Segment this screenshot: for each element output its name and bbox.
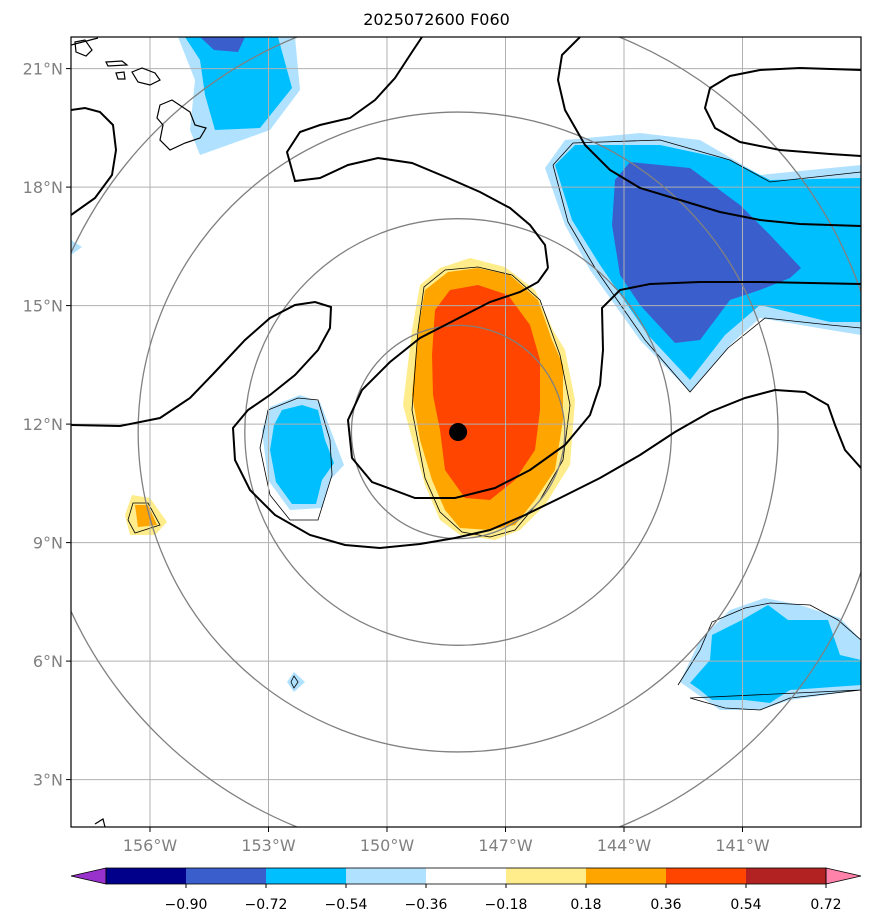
fill-nw-mid <box>185 37 292 130</box>
range-ring-1 <box>350 324 566 540</box>
colorbar-bin-1 <box>186 868 266 884</box>
lat-label-6: 3°N <box>33 771 63 790</box>
thin-contour-west <box>259 397 333 521</box>
lat-label-1: 18°N <box>23 178 63 197</box>
thin-contours <box>127 139 861 711</box>
fill-se-mid <box>690 605 861 703</box>
colorbar-label-3: −0.36 <box>405 897 448 913</box>
lon-label-4: 144°W <box>597 836 652 855</box>
colorbar-bin-3 <box>346 868 426 884</box>
lon-label-0: 156°W <box>123 836 178 855</box>
fill-nw-dark <box>200 37 245 52</box>
fill-ne-dark <box>612 162 801 343</box>
colorbar-bin-2 <box>266 868 346 884</box>
colorbar-label-2: −0.54 <box>325 897 368 913</box>
colorbar-bin-4 <box>426 868 506 884</box>
range-ring-2 <box>244 218 673 646</box>
lat-label-5: 6°N <box>33 652 63 671</box>
hawaii-oahu <box>74 39 93 57</box>
longitude-labels: 156°W 153°W 150°W 147°W 144°W 141°W <box>123 827 770 855</box>
map-title: 2025072600 F060 <box>363 10 510 29</box>
map-frame <box>70 36 862 828</box>
map-content <box>71 37 861 827</box>
thin-contour-ne <box>552 139 861 393</box>
thick-contour-spiral <box>71 300 861 550</box>
colorbar-label-5: 0.18 <box>570 897 601 913</box>
colorbar-bin-7 <box>666 868 746 884</box>
lon-label-2: 150°W <box>360 836 415 855</box>
thin-contour-tiny <box>290 675 299 689</box>
hawaii-kauai-edge <box>71 37 99 46</box>
lon-label-3: 147°W <box>478 836 533 855</box>
hawaii-molokai <box>105 60 129 67</box>
colorbar-outline <box>105 867 827 885</box>
lat-label-2: 15°N <box>23 297 63 316</box>
thick-contours <box>71 37 861 550</box>
colorbar-extend-high <box>825 867 862 885</box>
fill-tiny-light <box>287 672 305 692</box>
thick-contour-west-edge <box>71 106 118 216</box>
thin-contour-west-spot <box>127 502 161 534</box>
colorbar-label-6: 0.36 <box>650 897 681 913</box>
lat-label-3: 12°N <box>23 415 63 434</box>
thick-contour-ne-inner <box>703 66 861 157</box>
lat-label-0: 21°N <box>23 60 63 79</box>
range-ring-3 <box>137 111 779 753</box>
colorbar-label-1: −0.72 <box>245 897 288 913</box>
coastlines <box>71 37 207 827</box>
colorbar-extend-low <box>70 867 107 885</box>
lon-label-1: 153°W <box>241 836 296 855</box>
lat-label-4: 9°N <box>33 534 63 553</box>
thick-contour-inner <box>346 267 861 499</box>
hawaii-maui <box>131 67 161 86</box>
colorbar: −0.90 −0.72 −0.54 −0.36 −0.18 0.18 0.36 0.54 0.7… <box>70 867 862 913</box>
colorbar-label-4: −0.18 <box>485 897 528 913</box>
colorbar-bin-6 <box>586 868 666 884</box>
fill-left-edge <box>71 240 82 255</box>
latitude-labels: 21°N 18°N 15°N 12°N 9°N 6°N 3°N <box>23 60 71 790</box>
fill-w-mid <box>270 405 334 504</box>
hawaii-big-island <box>156 99 207 151</box>
positive-anomaly-fills <box>125 258 575 540</box>
colorbar-label-8: 0.72 <box>810 897 841 913</box>
colorbar-label-0: −0.90 <box>165 897 208 913</box>
hawaii-lanai <box>115 71 126 80</box>
thin-contour-center <box>411 266 571 538</box>
graticule <box>71 37 861 827</box>
colorbar-bin-8 <box>746 868 826 884</box>
thick-contour-ne-outer <box>556 37 861 227</box>
range-rings <box>71 37 861 827</box>
colorbar-bin-5 <box>506 868 586 884</box>
lon-label-5: 141°W <box>715 836 770 855</box>
colorbar-label-7: 0.54 <box>730 897 761 913</box>
small-islet-sw <box>94 818 106 827</box>
fill-center-red <box>432 285 540 500</box>
storm-center-marker <box>449 423 468 441</box>
thick-contour-north <box>285 37 549 269</box>
colorbar-bin-0 <box>106 868 186 884</box>
